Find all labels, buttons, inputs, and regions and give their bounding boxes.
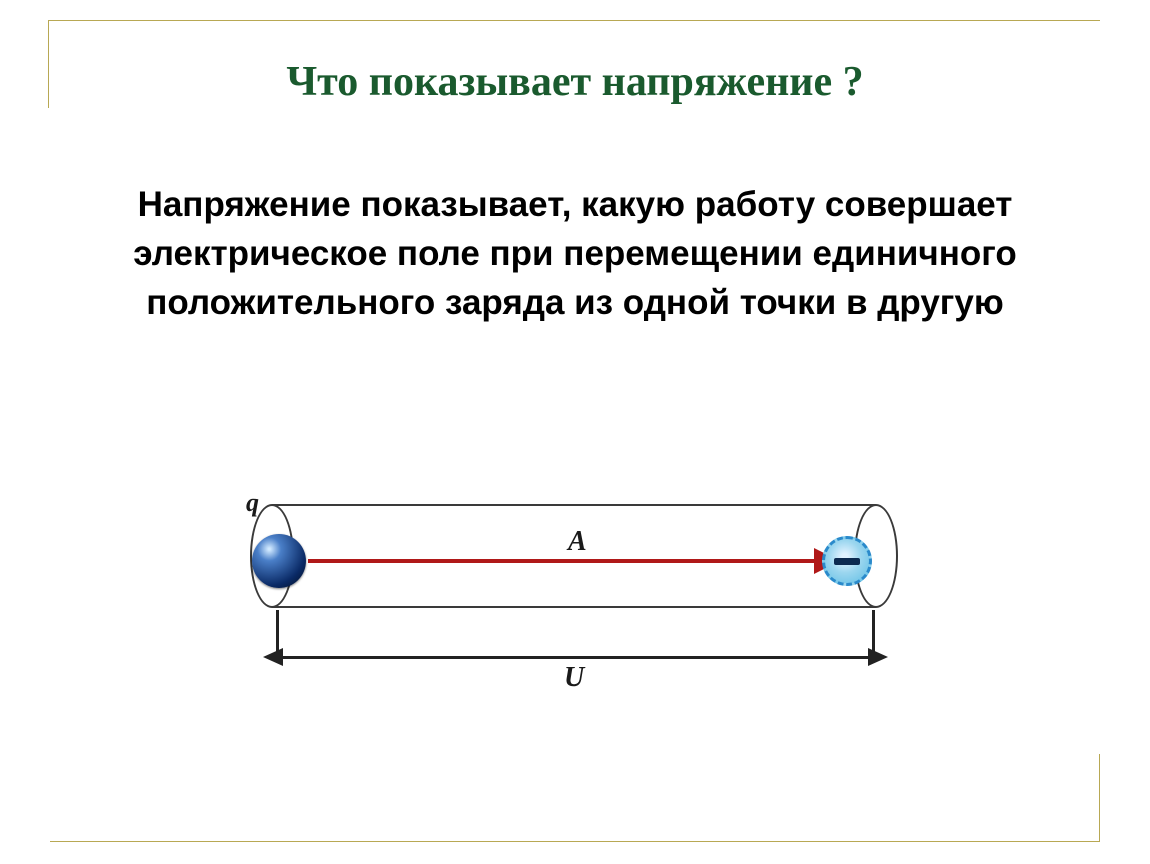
minus-icon [834,558,860,565]
definition-text: Напряжение показывает, какую работу сове… [70,180,1080,327]
charge-label: q [246,488,259,518]
work-arrow-line [308,559,818,563]
page-title: Что показывает напряжение ? [0,58,1150,106]
frame-border-top [48,20,1100,21]
charge-sphere [252,534,306,588]
dimension-line [278,656,874,659]
voltage-diagram: q A U [230,480,920,690]
voltage-label: U [564,662,584,694]
work-label: A [568,526,587,558]
frame-border-bottom [50,841,1100,842]
frame-border-right [1099,754,1100,842]
dimension-arrow-left [263,648,283,666]
dimension-arrow-right [868,648,888,666]
target-point [822,536,872,586]
